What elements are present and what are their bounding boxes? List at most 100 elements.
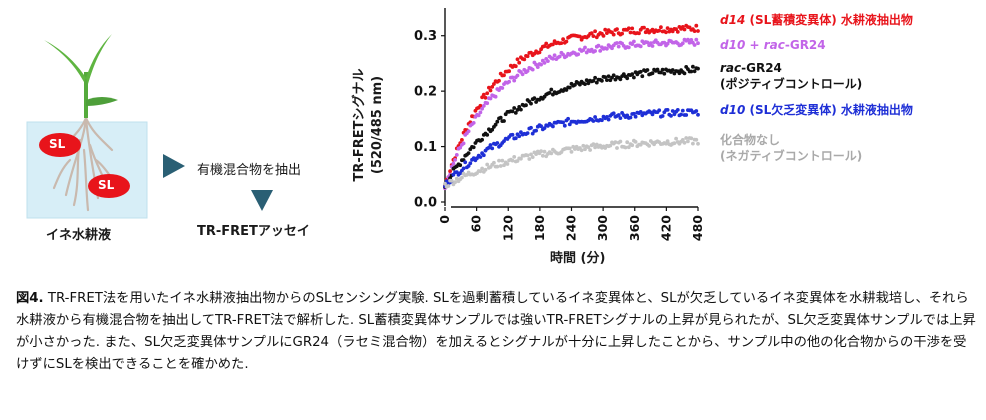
data-point-series-3 <box>561 120 565 125</box>
data-point-series-0 <box>544 41 549 46</box>
data-point-series-3 <box>616 113 621 117</box>
data-point-series-1 <box>542 61 547 65</box>
data-point-series-1 <box>616 44 621 49</box>
data-point-series-1 <box>626 45 631 50</box>
data-point-series-4 <box>495 164 500 169</box>
data-point-series-2 <box>519 107 523 112</box>
data-point-series-3 <box>660 114 665 118</box>
data-point-series-4 <box>549 151 554 156</box>
data-point-series-0 <box>659 25 663 30</box>
data-point-series-2 <box>493 122 498 127</box>
data-point-series-2 <box>655 67 660 72</box>
data-point-series-1 <box>493 94 498 99</box>
data-point-series-3 <box>633 114 638 119</box>
data-point-series-2 <box>638 69 643 74</box>
data-point-series-4 <box>689 136 694 141</box>
x-tick-label: 480 <box>690 215 705 241</box>
data-point-series-0 <box>460 138 464 142</box>
caption-text: TR-FRET法を用いたイネ水耕液抽出物からのSLセンシング実験. SLを過剰蓄… <box>16 291 976 372</box>
rice-plant-icon <box>44 34 118 118</box>
data-point-series-4 <box>502 163 506 168</box>
y-axis-label-line1: TR-FRETシグナル <box>352 68 367 182</box>
data-point-series-4 <box>691 141 695 146</box>
data-point-series-2 <box>696 66 700 71</box>
data-point-series-4 <box>542 149 547 154</box>
data-point-series-4 <box>569 150 574 154</box>
data-point-series-1 <box>557 54 562 59</box>
data-point-series-1 <box>453 158 457 162</box>
data-point-series-4 <box>530 155 535 160</box>
data-point-series-3 <box>513 136 518 141</box>
data-point-series-1 <box>476 113 481 118</box>
y-axis-label: TR-FRETシグナル (520/485 nm) <box>342 50 396 200</box>
data-point-series-2 <box>480 137 484 142</box>
data-point-series-2 <box>485 133 490 137</box>
data-point-series-0 <box>603 27 608 32</box>
data-point-series-0 <box>591 34 596 38</box>
data-point-series-3 <box>680 108 685 113</box>
data-point-series-0 <box>513 64 518 69</box>
data-point-series-4 <box>579 148 584 153</box>
data-point-series-4 <box>623 145 628 150</box>
legend-d10-text: (SL欠乏変異体) 水耕液抽出物 <box>745 103 913 117</box>
data-point-series-1 <box>515 73 520 78</box>
data-point-series-4 <box>586 145 591 150</box>
data-point-series-1 <box>583 45 587 50</box>
data-point-series-4 <box>647 144 651 148</box>
legend-d14-italic: d14 <box>720 13 746 27</box>
data-point-series-0 <box>559 41 564 45</box>
data-point-series-2 <box>632 75 636 80</box>
x-tick-label: 60 <box>469 215 484 233</box>
data-point-series-2 <box>593 75 597 80</box>
data-point-series-4 <box>682 140 687 145</box>
data-point-series-1 <box>665 41 670 46</box>
data-point-series-2 <box>692 69 697 74</box>
data-point-series-3 <box>665 108 670 112</box>
data-point-series-0 <box>490 85 495 89</box>
data-point-series-4 <box>512 155 517 159</box>
data-point-series-3 <box>650 112 655 117</box>
data-point-series-1 <box>451 161 456 166</box>
data-point-series-2 <box>512 106 517 110</box>
data-point-series-3 <box>539 124 543 129</box>
data-point-series-2 <box>578 82 582 87</box>
data-point-series-2 <box>584 78 589 83</box>
data-point-series-3 <box>618 116 623 120</box>
step-extract-label: 有機混合物を抽出 <box>197 163 302 178</box>
data-point-series-0 <box>674 27 678 32</box>
data-point-series-1 <box>539 62 543 67</box>
data-point-series-2 <box>529 101 533 106</box>
data-point-series-4 <box>525 153 530 158</box>
data-point-series-1 <box>471 121 476 125</box>
data-point-series-0 <box>525 54 530 59</box>
data-point-series-2 <box>458 163 463 168</box>
data-point-series-1 <box>520 72 525 77</box>
data-point-series-0 <box>502 73 506 78</box>
data-point-series-1 <box>552 53 557 58</box>
data-point-series-0 <box>630 26 635 31</box>
data-point-series-0 <box>480 95 484 100</box>
data-point-series-1 <box>510 75 515 80</box>
sl-badge-label-top: SL <box>49 137 66 151</box>
data-point-series-1 <box>687 40 692 45</box>
data-point-series-4 <box>519 156 523 161</box>
y-tick-label: 0.1 <box>414 140 437 155</box>
data-point-series-2 <box>662 71 667 76</box>
data-point-series-2 <box>547 91 552 95</box>
data-point-series-1 <box>551 56 555 61</box>
data-point-series-2 <box>532 96 537 101</box>
data-point-series-3 <box>684 113 689 117</box>
legend-gr24: -GR24 <box>784 38 826 52</box>
data-point-series-0 <box>694 23 699 28</box>
data-point-series-0 <box>696 29 700 33</box>
data-point-series-3 <box>478 155 483 159</box>
data-point-series-4 <box>497 158 501 163</box>
data-point-series-2 <box>586 81 591 86</box>
data-point-series-0 <box>497 78 501 83</box>
legend-rac-gr24-italic: rac <box>720 61 742 75</box>
data-point-series-0 <box>615 27 619 31</box>
legend-no-compound-line1: 化合物なし <box>720 133 781 147</box>
data-point-series-0 <box>517 60 522 65</box>
data-point-series-1 <box>638 44 643 49</box>
legend-d14-text: (SL蓄積変異体) 水耕液抽出物 <box>745 13 913 27</box>
